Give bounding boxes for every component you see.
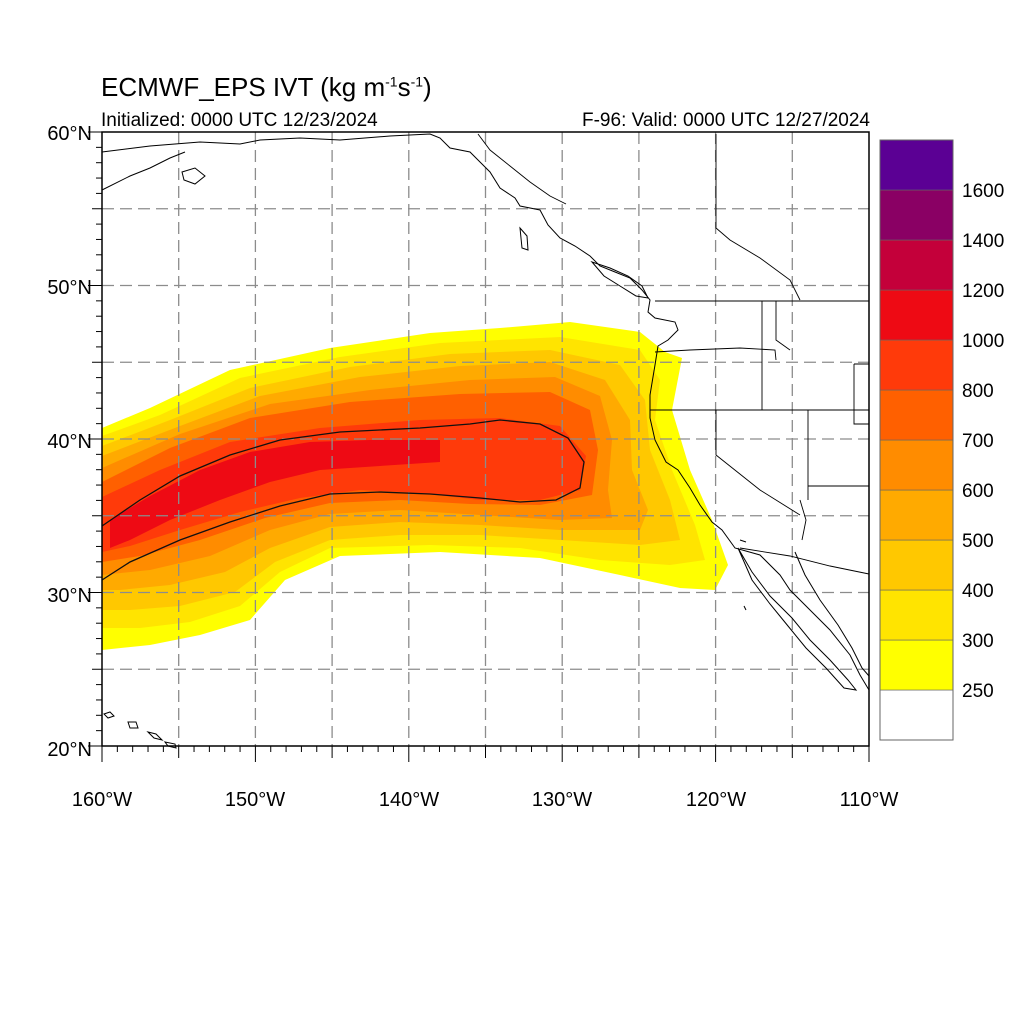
colorbar-box-7 bbox=[879, 339, 954, 391]
nevada-california-border bbox=[715, 410, 801, 516]
hawaii-islands bbox=[103, 711, 177, 749]
colorbar-box-8 bbox=[879, 289, 954, 341]
colorbar-label-800: 800 bbox=[962, 381, 994, 402]
colorbar-box-6 bbox=[879, 389, 954, 441]
colorbar-frame bbox=[879, 139, 954, 741]
colorbar-label-250: 250 bbox=[962, 681, 994, 702]
lat-label-30: 30°N bbox=[47, 585, 92, 607]
axis-ticks bbox=[88, 131, 870, 762]
political-boundaries bbox=[477, 133, 870, 575]
oregon-north-border bbox=[654, 347, 777, 361]
colorbar-boxes bbox=[879, 139, 954, 741]
ivt-band-1000 bbox=[110, 440, 440, 548]
lat-label-60: 60°N bbox=[47, 123, 92, 145]
baja-california bbox=[737, 547, 858, 691]
colorbar-label-300: 300 bbox=[962, 631, 994, 652]
colorbar-box-1 bbox=[879, 639, 954, 691]
colorbar-label-1200: 1200 bbox=[962, 281, 1004, 302]
vancouver-island bbox=[590, 260, 649, 299]
colorbar-box-3 bbox=[879, 539, 954, 591]
colorbar-box-5 bbox=[879, 439, 954, 491]
lon-label-160w: 160°W bbox=[72, 789, 132, 811]
us-mexico-border bbox=[739, 547, 870, 575]
arizona-west-border bbox=[799, 499, 807, 541]
colorbar-label-500: 500 bbox=[962, 531, 994, 552]
ivt-800-contour bbox=[101, 419, 585, 581]
colorbar-box-2 bbox=[879, 589, 954, 641]
bc-alberta-border bbox=[715, 134, 801, 301]
ivt-shading bbox=[102, 322, 728, 650]
latitude-labels: 60°N 50°N 40°N 30°N 20°N bbox=[47, 123, 92, 761]
longitude-labels: 160°W 150°W 140°W 130°W 120°W 110°W bbox=[72, 789, 899, 811]
lon-label-110w: 110°W bbox=[840, 789, 899, 811]
colorbar-label-700: 700 bbox=[962, 431, 994, 452]
alaska-canada-border bbox=[477, 133, 567, 205]
haida-gwaii bbox=[519, 226, 529, 251]
gridlines bbox=[102, 132, 869, 746]
washington-idaho-border bbox=[775, 301, 791, 351]
colorbar-label-600: 600 bbox=[962, 481, 994, 502]
alaska-peninsula bbox=[101, 151, 186, 191]
channel-islands bbox=[739, 539, 747, 611]
kodiak-island bbox=[181, 167, 206, 185]
colorbar: 1600 1400 1200 1000 800 700 600 500 400 … bbox=[879, 139, 1004, 741]
colorbar-label-1600: 1600 bbox=[962, 181, 1004, 202]
colorbar-label-1000: 1000 bbox=[962, 331, 1004, 352]
colorbar-box-9 bbox=[879, 239, 954, 291]
ivt-band-800 bbox=[102, 418, 586, 552]
lon-label-120w: 120°W bbox=[686, 789, 746, 811]
colorbar-label-400: 400 bbox=[962, 581, 994, 602]
lat-label-50: 50°N bbox=[47, 277, 92, 299]
coastlines bbox=[101, 133, 870, 749]
lon-label-150w: 150°W bbox=[225, 789, 285, 811]
lon-label-130w: 130°W bbox=[532, 789, 592, 811]
figure-title: ECMWF_EPS IVT (kg m-1s-1) bbox=[101, 72, 432, 102]
colorbar-box-0 bbox=[879, 689, 954, 741]
colorbar-label-1400: 1400 bbox=[962, 231, 1004, 252]
valid-time: F-96: Valid: 0000 UTC 12/27/2024 bbox=[582, 110, 870, 131]
colorbar-box-10 bbox=[879, 189, 954, 241]
lat-label-40: 40°N bbox=[47, 431, 92, 453]
wyoming-border bbox=[853, 363, 869, 425]
lat-label-20: 20°N bbox=[47, 739, 92, 761]
colorbar-box-11 bbox=[879, 139, 954, 191]
initialized-time: Initialized: 0000 UTC 12/23/2024 bbox=[101, 110, 378, 131]
colorbar-box-4 bbox=[879, 489, 954, 541]
lon-label-140w: 140°W bbox=[379, 789, 439, 811]
gulf-of-california-coast bbox=[794, 551, 870, 677]
